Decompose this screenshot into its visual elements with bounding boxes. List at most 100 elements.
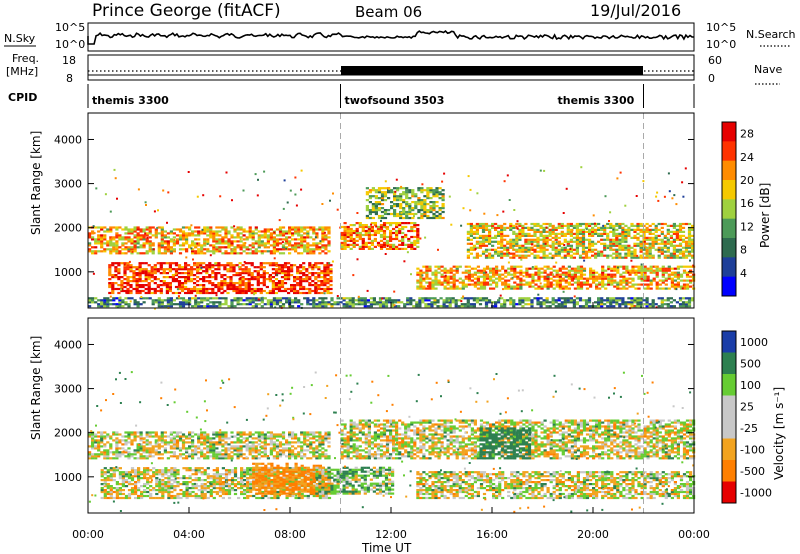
heatmap-cell [504,283,508,286]
heatmap-cell [169,250,173,253]
heatmap-cell [405,210,409,214]
heatmap-cell [546,287,550,290]
heatmap-cell [165,268,169,271]
heatmap-cell [266,250,270,253]
heatmap-cell [645,248,649,251]
heatmap-cell [269,244,273,247]
heatmap-cell [227,437,231,440]
heatmap-cell [555,273,559,276]
heatmap-cell [203,305,207,308]
colorbar-swatch [722,160,736,181]
heatmap-cell [534,271,538,274]
heatmap-cell [277,280,282,283]
heatmap-cell [235,291,239,295]
heatmap-cell [294,244,298,247]
heatmap-cell [371,205,375,208]
heatmap-cell [488,240,492,243]
heatmap-cell [203,457,207,460]
heatmap-cell [639,248,643,251]
heatmap-cell [455,267,459,270]
heatmap-cell [484,244,489,247]
heatmap-cell [358,224,362,227]
heatmap-cell [193,287,197,291]
heatmap-cell [160,240,164,243]
heatmap-cell [450,223,453,226]
heatmap-cell [435,187,439,190]
heatmap-cell [452,273,456,276]
heatmap-cell [377,214,382,218]
heatmap-cell [306,244,310,247]
heatmap-cell [627,230,631,233]
heatmap-cell [524,254,528,257]
heatmap-cell [408,203,412,206]
heatmap-cell [146,236,149,239]
heatmap-cell [218,441,222,444]
heatmap-cell [562,290,565,293]
heatmap-cell [643,269,647,272]
heatmap-cell [226,284,230,287]
heatmap-cell [137,188,140,191]
heatmap-cell [233,445,237,448]
heatmap-cell [578,254,583,257]
heatmap-cell [293,284,297,287]
heatmap-cell [230,236,234,239]
heatmap-cell [194,294,197,297]
heatmap-cell [385,235,390,239]
heatmap-cell [482,283,487,286]
heatmap-cell [384,299,389,302]
heatmap-cell [410,235,414,239]
heatmap-cell [239,240,243,243]
heatmap-cell [206,303,210,306]
heatmap-cell [324,236,328,239]
heatmap-cell [209,254,212,257]
heatmap-cell [524,234,528,237]
heatmap-cell [466,303,470,306]
heatmap-cell [257,238,261,241]
heatmap-cell [124,297,128,300]
heatmap-cell [133,248,137,251]
heatmap-cell [545,238,549,241]
heatmap-cell [118,305,122,308]
heatmap-cell [157,301,161,304]
heatmap-cell [618,248,622,251]
heatmap-cell [185,234,189,237]
heatmap-cell [539,301,543,304]
heatmap-cell [92,225,95,228]
heatmap-cell [485,265,490,268]
heatmap-cell [640,279,644,282]
heatmap-cell [361,245,365,248]
heatmap-cell [578,244,583,247]
heatmap-cell [689,271,693,274]
heatmap-cell [106,244,110,247]
heatmap-cell [669,301,673,304]
heatmap-cell [630,256,634,259]
heatmap-cell [670,277,674,280]
heatmap-cell [472,256,476,259]
heatmap-cell [576,265,580,268]
heatmap-cell [473,285,477,288]
heatmap-cell [558,267,562,270]
heatmap-cell [202,262,206,265]
heatmap-cell [91,453,95,456]
heatmap-cell [426,216,430,220]
heatmap-cell [413,239,417,242]
heatmap-cell [395,247,399,250]
heatmap-cell [358,222,362,225]
heatmap-cell [330,305,334,308]
heatmap-cell [157,303,161,306]
heatmap-cell [643,287,647,290]
heatmap-cell [248,299,252,302]
heatmap-cell [687,301,692,304]
heatmap-cell [364,224,368,227]
heatmap-cell [346,227,350,231]
heatmap-cell [531,266,534,268]
heatmap-cell [202,280,206,283]
heatmap-cell [646,285,650,288]
heatmap-cell [136,451,140,454]
heatmap-cell [572,252,576,255]
y-tick-label: 1000 [54,266,82,279]
heatmap-cell [327,244,331,247]
heatmap-cell [294,250,298,253]
heatmap-cell [209,234,213,237]
heatmap-cell [561,273,565,276]
